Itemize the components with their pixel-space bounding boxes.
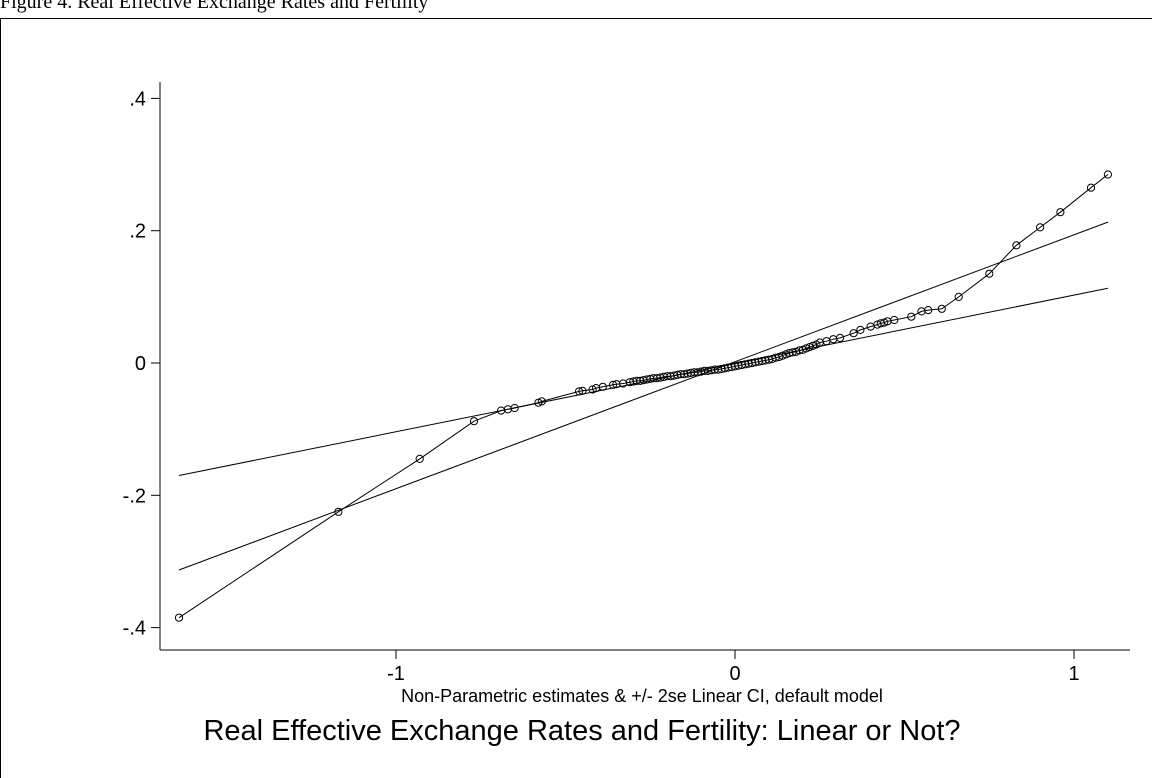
data-point	[1086, 183, 1096, 192]
x-axis-title: Non-Parametric estimates & +/- 2se Linea…	[401, 686, 883, 706]
data-point	[954, 292, 963, 301]
chart-title: Real Effective Exchange Rates and Fertil…	[203, 715, 960, 747]
data-point	[1036, 223, 1045, 232]
data-point	[937, 304, 946, 313]
data-point	[985, 269, 994, 278]
data-point	[836, 333, 845, 342]
y-tick-label: -.4	[123, 618, 146, 640]
data-point	[849, 329, 858, 338]
data-point	[1103, 170, 1113, 179]
series-line-1	[178, 174, 1109, 619]
x-tick-label: 0	[729, 663, 740, 685]
x-tick-label: -1	[387, 663, 405, 685]
data-point	[808, 341, 818, 350]
data-point	[510, 403, 519, 413]
data-point	[174, 613, 184, 622]
data-point	[890, 315, 899, 325]
chart-axes: -.4 -.2 0 .2 .4 -1 0 1	[123, 82, 1130, 685]
data-point	[415, 454, 424, 463]
figure-frame	[0, 18, 1152, 778]
series-line-3	[178, 287, 1108, 476]
data-point	[924, 306, 933, 315]
data-point	[469, 417, 479, 426]
data-point	[907, 312, 916, 321]
data-point	[775, 352, 784, 362]
data-point	[856, 325, 865, 334]
chart-series	[174, 170, 1113, 622]
x-tick-label: 1	[1068, 663, 1079, 685]
y-tick-label: -.2	[123, 485, 146, 507]
y-tick-label: .2	[129, 221, 146, 243]
data-point	[805, 343, 814, 352]
data-point	[1056, 208, 1065, 217]
y-tick-label: 0	[135, 353, 146, 375]
data-point	[1012, 241, 1021, 250]
series-line-2	[178, 221, 1109, 571]
y-tick-label: .4	[129, 88, 146, 110]
figure-caption: Figure 4. Real Effective Exchange Rates …	[0, 0, 429, 13]
